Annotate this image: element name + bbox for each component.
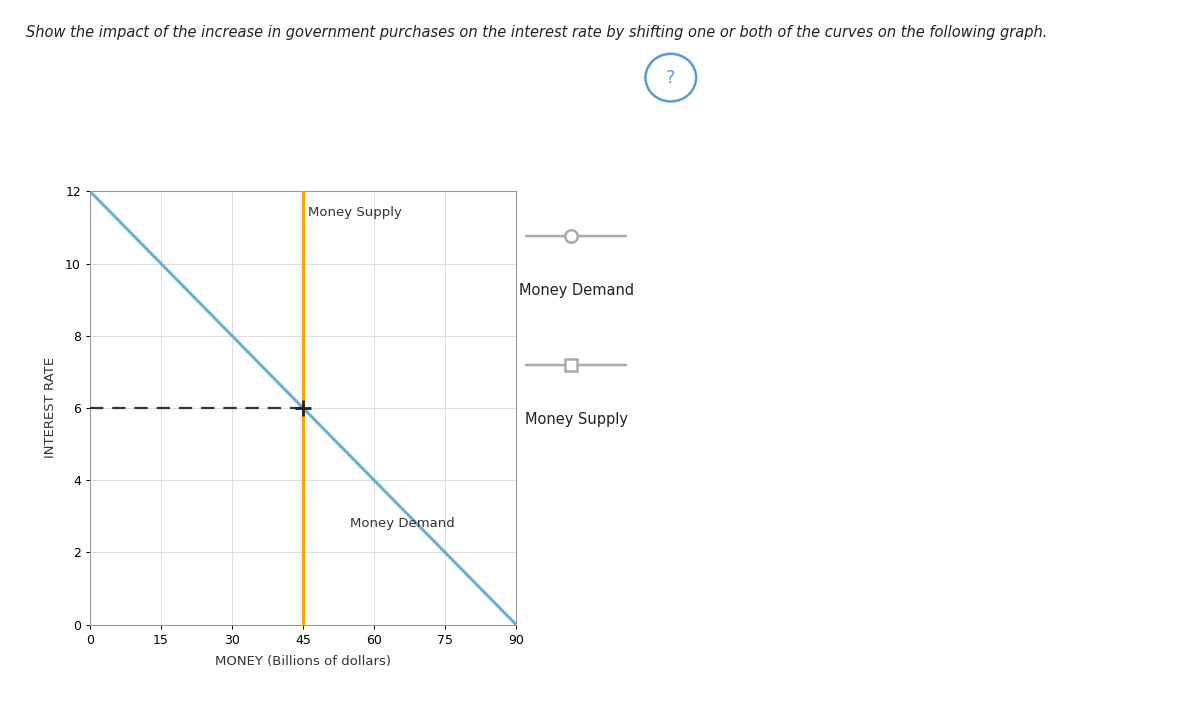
Y-axis label: INTEREST RATE: INTEREST RATE (43, 357, 56, 458)
FancyBboxPatch shape (19, 53, 718, 701)
Text: Money Demand: Money Demand (350, 517, 455, 530)
X-axis label: MONEY (Billions of dollars): MONEY (Billions of dollars) (215, 655, 391, 668)
Text: ?: ? (666, 69, 676, 87)
Text: Money Supply: Money Supply (307, 206, 402, 219)
Text: Money Supply: Money Supply (526, 412, 629, 427)
Text: Show the impact of the increase in government purchases on the interest rate by : Show the impact of the increase in gover… (26, 25, 1048, 40)
Text: Money Demand: Money Demand (520, 283, 635, 297)
